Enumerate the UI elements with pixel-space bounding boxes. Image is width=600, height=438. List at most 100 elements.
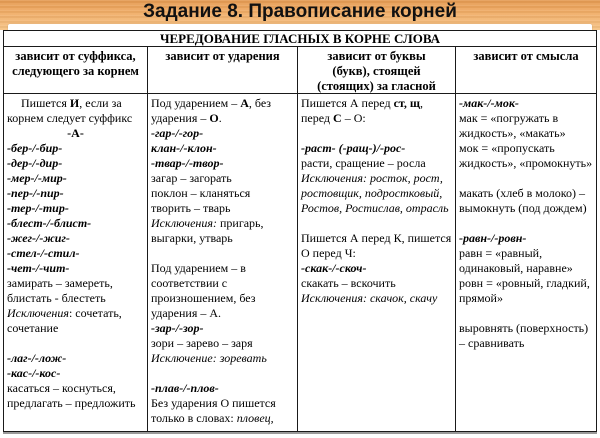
text-run: поклон – кланяться <box>151 186 251 200</box>
text-paragraph: -дер-/-дир- <box>7 156 144 171</box>
text-run: касаться – коснуться, предлагать – предл… <box>7 381 136 410</box>
text-run: -мер-/-мир- <box>7 171 67 185</box>
text-paragraph: Пишется А перед ст, щ, перед С – О: <box>301 96 452 126</box>
text-paragraph: Пишется И, если за корнем следует суффик… <box>7 96 144 126</box>
header-cell-following-letter: зависит от буквы (букв), стоящей (стоящи… <box>297 47 455 94</box>
text-run: Под ударением – <box>151 96 241 110</box>
text-paragraph: клан-/-клон- <box>151 141 294 156</box>
text-paragraph: зори – зарево – заря <box>151 336 294 351</box>
header-label: зависит от буквы (букв), стоящей (стоящи… <box>317 49 436 93</box>
text-paragraph: -бер-/-бир- <box>7 141 144 156</box>
text-run: С <box>333 111 342 125</box>
text-run: И <box>69 96 80 110</box>
body-cell-stress: Под ударением – А, без ударения – О. -гар… <box>147 94 297 431</box>
text-run: мок = «пропускать жидкость», «промокнуть… <box>459 141 593 170</box>
spelling-rules-table: ЧЕРЕДОВАНИЕ ГЛАСНЫХ В КОРНЕ СЛОВА зависи… <box>3 30 597 432</box>
body-cell-meaning: -мак-/-мок-мак = «погружать в жидкость»,… <box>455 94 596 431</box>
text-run: -жег-/-жиг- <box>7 231 70 245</box>
body-cell-suffix: Пишется И, если за корнем следует суффик… <box>4 94 147 431</box>
text-run: -бер-/-бир- <box>7 141 63 155</box>
text-paragraph: -лаг-/-лож- <box>7 351 144 366</box>
header-label: зависит от ударения <box>165 49 280 63</box>
text-run: -плав-/-плов- <box>151 381 219 395</box>
text-run: Исключения <box>7 306 69 320</box>
body-cell-following-letter: Пишется А перед ст, щ, перед С – О: -раст… <box>297 94 455 431</box>
text-paragraph: макать (хлеб в молоко) – вымокнуть (под … <box>459 186 593 216</box>
text-run: : сочетать, сочетание <box>7 306 122 335</box>
text-paragraph: -жег-/-жиг- <box>7 231 144 246</box>
text-paragraph: -плав-/-плов- <box>151 381 294 396</box>
text-paragraph: Исключение: зоревать <box>151 351 294 366</box>
text-run: -чет-/-чит- <box>7 261 70 275</box>
header-cell-suffix: зависит от суффикса, следующего за корне… <box>4 47 147 94</box>
text-run: -кас-/-кос- <box>7 366 61 380</box>
text-paragraph: -А- <box>7 126 144 141</box>
text-run: пловец, пловчиха <box>151 411 274 431</box>
text-run: макать (хлеб в молоко) – вымокнуть (под … <box>459 186 587 215</box>
text-run: О <box>209 111 219 125</box>
text-run: -лаг-/-лож- <box>7 351 67 365</box>
text-run: -раст- (-ращ-)/-рос- <box>301 141 406 155</box>
text-run: – О: <box>341 111 366 125</box>
text-paragraph: Под ударением – в соответствии с произно… <box>151 261 294 321</box>
text-run: загар – загорать <box>151 171 232 185</box>
text-run: -гар-/-гор- <box>151 126 204 140</box>
text-paragraph: замирать – замереть, блистать - блестеть <box>7 276 144 306</box>
text-run: А <box>240 96 249 110</box>
text-paragraph: -равн-/-ровн- <box>459 231 593 246</box>
text-paragraph: скакать – вскочить <box>301 276 452 291</box>
text-run: Исключения: <box>151 216 217 230</box>
table-body-row: Пишется И, если за корнем следует суффик… <box>4 94 596 431</box>
text-run: -тер-/-тир- <box>7 201 69 215</box>
text-run: Исключения: росток, рост, ростовщик, под… <box>301 171 449 215</box>
text-run: -скак-/-скоч- <box>301 261 367 275</box>
text-run: Пишется А перед <box>301 96 394 110</box>
title-divider-bar <box>8 24 592 30</box>
text-run: -блест-/-блист- <box>7 216 92 230</box>
text-run: творить – тварь <box>151 201 231 215</box>
text-run: , если за корнем следует суффикс <box>7 96 133 125</box>
title-bar: Задание 8. Правописание корней <box>0 0 600 30</box>
text-run: -зар-/-зор- <box>151 321 204 335</box>
text-paragraph: равн = «равный, одинаковый, наравне» <box>459 246 593 276</box>
page-title: Задание 8. Правописание корней <box>143 1 457 22</box>
text-paragraph: касаться – коснуться, предлагать – предл… <box>7 381 144 411</box>
header-label: зависит от смысла <box>473 49 579 63</box>
text-paragraph: Исключения: сочетать, сочетание <box>7 306 144 336</box>
text-run: Пишется <box>21 96 70 110</box>
text-paragraph: творить – тварь <box>151 201 294 216</box>
text-run: выровнять (поверхность) – сравнивать <box>459 321 589 350</box>
text-paragraph: -тер-/-тир- <box>7 201 144 216</box>
text-paragraph: -зар-/-зор- <box>151 321 294 336</box>
text-run: расти, сращение – росла <box>301 156 426 170</box>
text-run: клан-/-клон- <box>151 141 217 155</box>
text-paragraph: поклон – кланяться <box>151 186 294 201</box>
text-run: -мак-/-мок- <box>459 96 519 110</box>
text-paragraph: -пер-/-пир- <box>7 186 144 201</box>
text-run: зори – зарево – заря <box>151 336 253 350</box>
text-paragraph: Исключения: скачок, скачу <box>301 291 452 306</box>
text-paragraph: Без ударения О пишется только в словах: … <box>151 396 294 431</box>
text-paragraph: -чет-/-чит- <box>7 261 144 276</box>
text-paragraph: -гар-/-гор- <box>151 126 294 141</box>
text-run: -А- <box>67 126 84 140</box>
text-paragraph: -мер-/-мир- <box>7 171 144 186</box>
text-run: равн = «равный, одинаковый, наравне» <box>459 246 573 275</box>
text-paragraph: -твар-/-твор- <box>151 156 294 171</box>
text-run: . <box>218 111 222 125</box>
text-paragraph: мак = «погружать в жидкость», «макать» <box>459 111 593 141</box>
text-run: -равн-/-ровн- <box>459 231 527 245</box>
text-paragraph: -блест-/-блист- <box>7 216 144 231</box>
text-run: , перед <box>301 96 424 125</box>
header-cell-stress: зависит от ударения <box>147 47 297 94</box>
text-paragraph: загар – загорать <box>151 171 294 186</box>
text-run: Под ударением – в соответствии с произно… <box>151 261 256 320</box>
text-paragraph: -мак-/-мок- <box>459 96 593 111</box>
table-caption: ЧЕРЕДОВАНИЕ ГЛАСНЫХ В КОРНЕ СЛОВА <box>4 31 596 47</box>
text-paragraph: -кас-/-кос- <box>7 366 144 381</box>
text-run: -дер-/-дир- <box>7 156 63 170</box>
text-run: ст, щ <box>393 96 421 110</box>
text-paragraph: мок = «пропускать жидкость», «промокнуть… <box>459 141 593 171</box>
text-run: -стел-/-стил- <box>7 246 80 260</box>
